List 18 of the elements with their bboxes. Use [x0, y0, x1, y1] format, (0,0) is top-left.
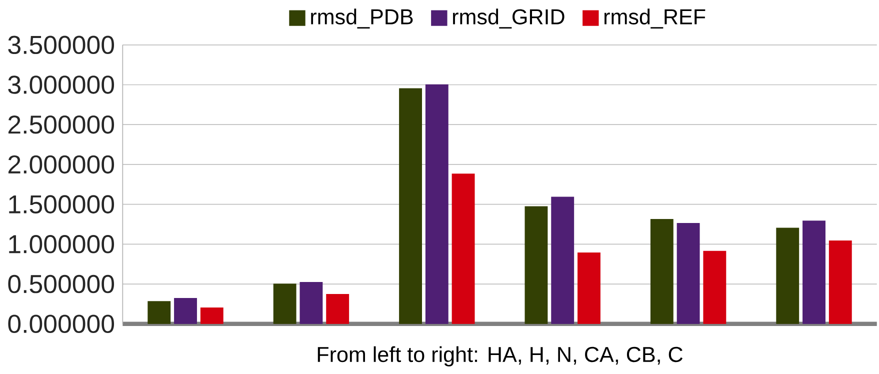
y-tick-label: 1.500000 — [9, 195, 114, 214]
bar — [703, 251, 726, 324]
legend-label: rmsd_GRID — [453, 8, 564, 29]
legend-label: rmsd_REF — [604, 8, 706, 29]
bar — [578, 252, 600, 324]
bar — [326, 294, 350, 324]
x-axis-title: From left to right: HA, H, N, CA, CB, C — [318, 346, 683, 367]
bar — [200, 308, 224, 324]
y-tick-label: 1.000000 — [9, 235, 114, 254]
bar — [452, 174, 475, 324]
y-tick-label: 3.000000 — [8, 76, 114, 94]
y-tick-label: 2.000000 — [8, 156, 114, 174]
y-tick-label: 0.500000 — [8, 275, 114, 294]
y-tick-label: 2.500000 — [8, 116, 114, 134]
y-tick-label: 0.000000 — [8, 314, 114, 334]
y-tick-label: 3.500000 — [8, 36, 114, 54]
legend-label: rmsd_PDB — [311, 8, 413, 29]
bar — [828, 240, 852, 324]
